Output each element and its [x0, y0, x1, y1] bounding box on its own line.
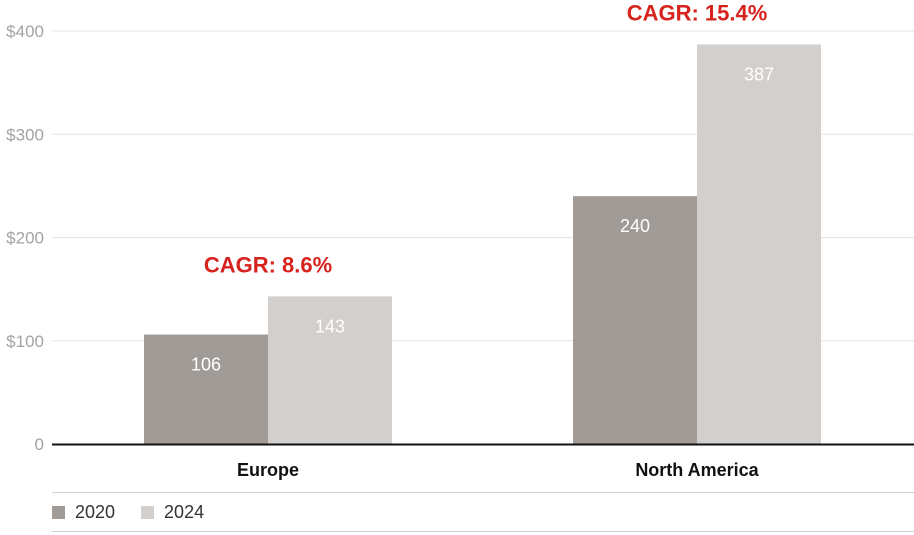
y-tick-label: $400 [6, 22, 44, 41]
bar-chart: 0 $100 $200 $300 $400 106 240 143 387 CAGR: 8.6… [6, 0, 914, 480]
y-axis-ticks: 0 $100 $200 $300 $400 [6, 22, 44, 454]
legend-item-2024: 2024 [141, 502, 204, 523]
category-label: Europe [237, 460, 299, 480]
category-label: North America [635, 460, 759, 480]
cagr-annotations: CAGR: 8.6% CAGR: 15.4% [204, 0, 767, 277]
bar-2024-europe [268, 296, 392, 444]
cagr-annotation: CAGR: 15.4% [627, 0, 768, 25]
legend-label-2020: 2020 [75, 501, 116, 522]
y-tick-label: 0 [35, 435, 44, 454]
bar-2024-north-america [697, 44, 821, 445]
legend-swatch-2024 [141, 505, 155, 519]
data-label: 143 [315, 316, 345, 336]
y-tick-label: $300 [6, 125, 44, 144]
bar-2020-europe [144, 334, 268, 444]
legend-item-2020: 2020 [52, 502, 115, 523]
legend-label-2024: 2024 [164, 501, 205, 522]
legend-swatch-2020 [52, 505, 65, 519]
category-labels: Europe North America [237, 460, 760, 480]
data-label: 387 [744, 64, 774, 84]
cagr-annotation: CAGR: 8.6% [204, 252, 332, 277]
y-tick-label: $100 [6, 332, 44, 351]
data-label: 106 [191, 355, 221, 375]
data-labels: 106 240 143 387 [191, 64, 774, 374]
bars [144, 44, 821, 445]
bar-2020-north-america [573, 196, 697, 444]
y-tick-label: $200 [6, 229, 44, 248]
legend: 2020 2024 [52, 492, 914, 532]
data-label: 240 [620, 216, 650, 236]
